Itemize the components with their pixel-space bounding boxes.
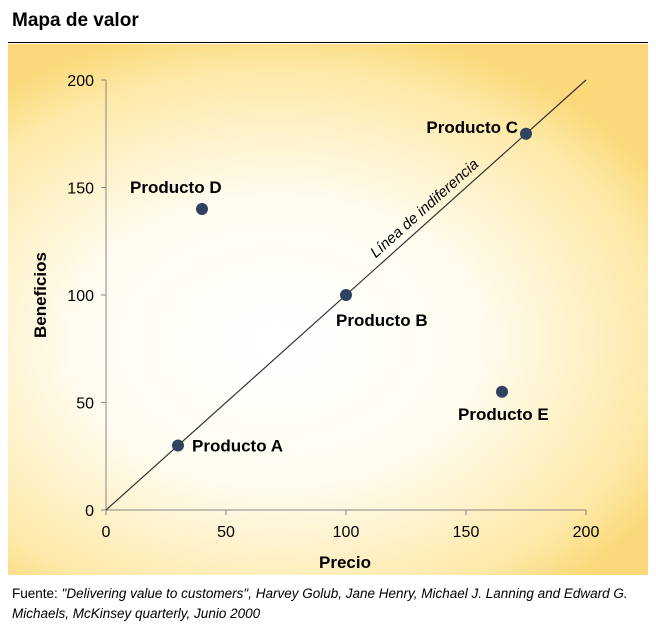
scatter-chart: 0 50 100 150 200 0 50 100 150 200 Línea de indife… [31,73,599,572]
y-tick-label: 50 [76,396,94,413]
data-point [340,289,352,301]
x-tick-label: 200 [573,524,600,541]
data-point-label: Producto D [130,178,222,197]
y-tick-label: 150 [67,181,94,198]
indifference-line-label: Línea de indiferencia [367,156,482,262]
data-point-label: Producto C [426,118,518,137]
x-tick-label: 150 [453,524,480,541]
axes: 0 50 100 150 200 0 50 100 150 200 [67,73,599,541]
data-point-label: Producto A [192,437,283,456]
title-divider [8,42,648,43]
x-tick-label: 100 [333,524,360,541]
x-tick-label: 0 [102,524,111,541]
source-text: "Delivering value to customers", Harvey … [12,586,628,621]
data-point [172,439,184,452]
x-tick-label: 50 [217,524,235,541]
data-points: Producto A Producto B Producto C Producto D… [130,118,549,456]
data-point [520,127,532,140]
data-point [196,203,208,215]
x-axis-label: Precio [319,553,371,572]
data-point [496,385,508,398]
y-tick-label: 200 [67,73,94,90]
y-tick-label: 100 [67,288,94,305]
source-caption: Fuente: "Delivering value to customers",… [12,584,648,624]
y-axis-label: Beneficios [31,252,50,338]
y-tick-label: 0 [85,503,94,520]
source-prefix: Fuente: [12,586,62,601]
data-point-label: Producto B [336,311,428,330]
chart-title: Mapa de valor [12,10,139,31]
data-point-label: Producto E [458,405,549,424]
chart-background [8,44,648,575]
